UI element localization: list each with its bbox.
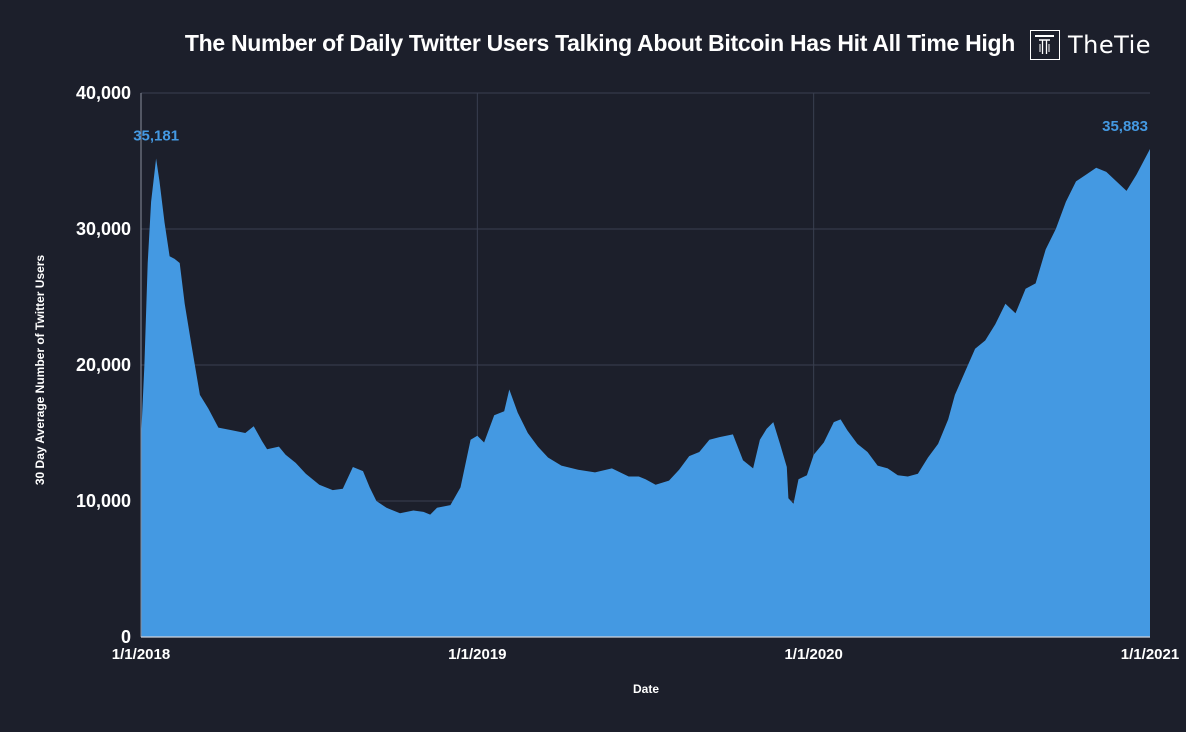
y-axis-label: 30 Day Average Number of Twitter Users [33, 254, 47, 486]
x-axis-label: Date [632, 682, 660, 696]
chart-title: The Number of Daily Twitter Users Talkin… [184, 30, 1015, 56]
area-series [141, 149, 1150, 637]
logo-suffix: Tie [1114, 31, 1151, 59]
thetie-logo: TheTie [1030, 28, 1151, 62]
y-tick-label: 40,000 [76, 83, 131, 103]
x-tick-label: 1/1/2018 [112, 646, 170, 663]
y-tick-label: 0 [121, 627, 131, 647]
y-tick-label: 20,000 [76, 355, 131, 375]
x-tick-label: 1/1/2020 [784, 646, 842, 663]
thetie-logo-text: TheTie [1068, 31, 1151, 59]
thetie-logo-icon [1030, 30, 1060, 60]
logo-prefix: The [1068, 31, 1115, 59]
data-label: 35,883 [1102, 118, 1148, 135]
y-tick-label: 30,000 [76, 219, 131, 239]
x-tick-label: 1/1/2021 [1121, 646, 1179, 663]
data-label: 35,181 [133, 128, 179, 145]
y-tick-label: 10,000 [76, 491, 131, 511]
x-tick-label: 1/1/2019 [448, 646, 506, 663]
